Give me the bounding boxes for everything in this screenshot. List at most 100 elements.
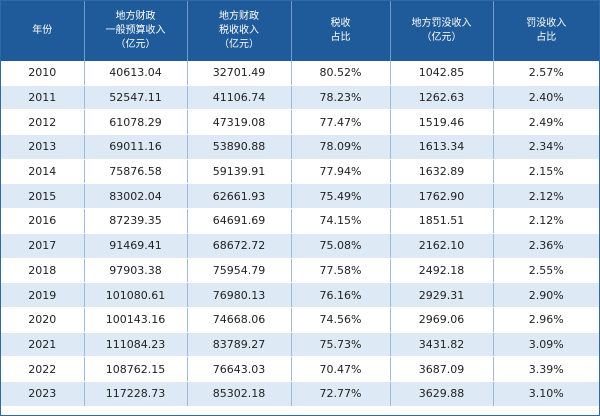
cell-tax-share: 75.08% (291, 233, 391, 259)
header-general-budget-line-3: （亿元） (115, 39, 156, 50)
cell-tax-revenue: 64691.69 (187, 208, 292, 234)
cell-fines-share: 2.96% (493, 307, 599, 333)
cell-year: 2021 (1, 332, 85, 358)
header-fines-revenue: 地方罚没收入 （亿元） (390, 1, 494, 61)
table-row: 2011 52547.11 41106.74 78.23% 1262.63 2.… (1, 85, 599, 111)
table-row: 2017 91469.41 68672.72 75.08% 2162.10 2.… (1, 233, 599, 259)
cell-year: 2020 (1, 307, 85, 333)
cell-fines-revenue: 2969.06 (390, 307, 494, 333)
cell-fines-share: 2.55% (493, 258, 599, 284)
table-row: 2019 101080.61 76980.13 76.16% 2929.31 2… (1, 282, 599, 308)
cell-tax-revenue: 83789.27 (187, 332, 292, 358)
cell-fines-revenue: 3687.09 (390, 356, 494, 382)
cell-fines-share: 2.90% (493, 282, 599, 308)
cell-tax-share: 74.56% (291, 307, 391, 333)
cell-year: 2012 (1, 109, 85, 136)
cell-fines-revenue: 3431.82 (390, 332, 494, 358)
cell-general-budget-revenue: 117228.73 (84, 381, 188, 407)
cell-tax-revenue: 59139.91 (187, 159, 292, 185)
cell-fines-share: 3.09% (493, 332, 599, 358)
header-tax-share-line-2: 占比 (330, 32, 351, 43)
cell-fines-revenue: 1632.89 (390, 159, 494, 185)
cell-tax-revenue: 53890.88 (187, 134, 292, 160)
table-row: 2010 40613.04 32701.49 80.52% 1042.85 2.… (1, 61, 599, 86)
cell-year: 2014 (1, 159, 85, 185)
table-row: 2016 87239.35 64691.69 74.15% 1851.51 2.… (1, 208, 599, 234)
cell-tax-revenue: 85302.18 (187, 381, 292, 407)
cell-general-budget-revenue: 108762.15 (84, 356, 188, 382)
cell-fines-revenue: 1851.51 (390, 208, 494, 234)
cell-fines-share: 2.36% (493, 233, 599, 259)
cell-fines-revenue: 2929.31 (390, 282, 494, 308)
cell-tax-share: 78.23% (291, 85, 391, 111)
cell-year: 2013 (1, 134, 85, 160)
table-row: 2012 61078.29 47319.08 77.47% 1519.46 2.… (1, 109, 599, 136)
cell-tax-share: 72.77% (291, 381, 391, 407)
cell-general-budget-revenue: 101080.61 (84, 282, 188, 308)
table-row: 2021 111084.23 83789.27 75.73% 3431.82 3… (1, 332, 599, 358)
cell-tax-revenue: 76643.03 (187, 356, 292, 382)
header-tax-share-line-1: 税收 (330, 18, 351, 29)
cell-general-budget-revenue: 91469.41 (84, 233, 188, 259)
header-tax-revenue-line-2: 税收收入 (219, 25, 259, 36)
header-fines-share-line-1: 罚没收入 (526, 18, 567, 29)
header-tax-revenue-line-1: 地方财政 (219, 11, 259, 22)
header-general-budget-line-1: 地方财政 (115, 11, 156, 22)
cell-year: 2011 (1, 85, 85, 111)
cell-general-budget-revenue: 52547.11 (84, 85, 188, 111)
cell-general-budget-revenue: 75876.58 (84, 159, 188, 185)
cell-fines-share: 2.34% (493, 134, 599, 160)
cell-fines-revenue: 1762.90 (390, 183, 494, 210)
table-header: 年份 地方财政 一般预算收入 （亿元） 地方财政 税收收入 （亿元） 税收 占比 (1, 1, 599, 61)
header-general-budget-revenue: 地方财政 一般预算收入 （亿元） (84, 1, 188, 61)
cell-fines-revenue: 1613.34 (390, 134, 494, 160)
cell-general-budget-revenue: 40613.04 (84, 61, 188, 86)
cell-tax-share: 74.15% (291, 208, 391, 234)
cell-fines-share: 2.15% (493, 159, 599, 185)
cell-tax-share: 77.47% (291, 109, 391, 136)
table-row: 2022 108762.15 76643.03 70.47% 3687.09 3… (1, 356, 599, 382)
cell-fines-revenue: 2492.18 (390, 258, 494, 284)
cell-fines-share: 2.49% (493, 109, 599, 136)
cell-tax-revenue: 62661.93 (187, 183, 292, 210)
cell-general-budget-revenue: 61078.29 (84, 109, 188, 136)
cell-fines-share: 2.57% (493, 61, 599, 86)
cell-tax-revenue: 75954.79 (187, 258, 292, 284)
cell-year: 2015 (1, 183, 85, 210)
table-row: 2018 97903.38 75954.79 77.58% 2492.18 2.… (1, 258, 599, 284)
header-tax-share: 税收 占比 (291, 1, 391, 61)
cell-fines-share: 3.10% (493, 381, 599, 407)
cell-tax-share: 78.09% (291, 134, 391, 160)
cell-tax-share: 76.16% (291, 282, 391, 308)
cell-tax-share: 77.58% (291, 258, 391, 284)
table-row: 2015 83002.04 62661.93 75.49% 1762.90 2.… (1, 183, 599, 210)
cell-tax-share: 77.94% (291, 159, 391, 185)
cell-tax-revenue: 76980.13 (187, 282, 292, 308)
cell-general-budget-revenue: 69011.16 (84, 134, 188, 160)
cell-fines-revenue: 2162.10 (390, 233, 494, 259)
header-fines-revenue-line-1: 地方罚没收入 (411, 18, 472, 29)
header-year-line-1: 年份 (32, 25, 53, 36)
header-year: 年份 (1, 1, 85, 61)
cell-fines-share: 3.39% (493, 356, 599, 382)
cell-general-budget-revenue: 100143.16 (84, 307, 188, 333)
cell-tax-revenue: 74668.06 (187, 307, 292, 333)
cell-fines-revenue: 3629.88 (390, 381, 494, 407)
cell-tax-share: 80.52% (291, 61, 391, 86)
cell-tax-revenue: 41106.74 (187, 85, 292, 111)
table-body: 2010 40613.04 32701.49 80.52% 1042.85 2.… (1, 61, 599, 407)
cell-year: 2023 (1, 381, 85, 407)
cell-year: 2022 (1, 356, 85, 382)
cell-tax-share: 70.47% (291, 356, 391, 382)
cell-tax-share: 75.49% (291, 183, 391, 210)
table-row: 2020 100143.16 74668.06 74.56% 2969.06 2… (1, 307, 599, 333)
header-fines-revenue-line-2: （亿元） (421, 32, 462, 43)
header-fines-share: 罚没收入 占比 (493, 1, 599, 61)
cell-tax-revenue: 68672.72 (187, 233, 292, 259)
cell-fines-share: 2.40% (493, 85, 599, 111)
cell-tax-share: 75.73% (291, 332, 391, 358)
cell-year: 2018 (1, 258, 85, 284)
header-tax-revenue-line-3: （亿元） (219, 39, 259, 50)
cell-year: 2017 (1, 233, 85, 259)
